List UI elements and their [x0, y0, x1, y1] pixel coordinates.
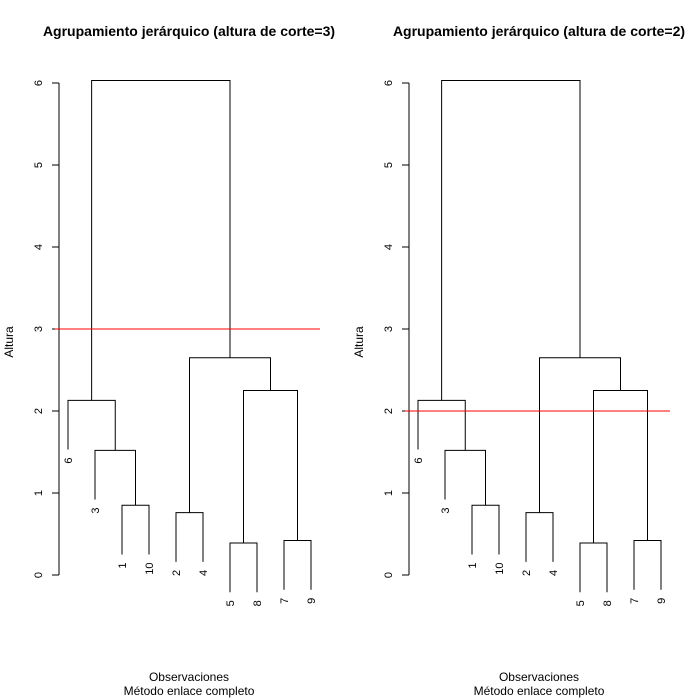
leaf-label: 9: [656, 598, 668, 604]
y-tick-label: 6: [383, 80, 395, 86]
leaf-label: 6: [63, 458, 75, 464]
leaf-label: 5: [225, 600, 237, 606]
leaf-label: 10: [494, 563, 506, 575]
leaf-label: 4: [198, 570, 210, 576]
merge-link: [121, 504, 150, 555]
merge-link: [633, 540, 662, 590]
merge-link: [67, 399, 116, 451]
merge-link: [471, 504, 500, 555]
y-tick-label: 5: [383, 162, 395, 168]
merge-link: [243, 390, 298, 544]
x-axis-label: Observaciones: [149, 670, 229, 684]
chart-subtitle: Método enlace completo: [124, 684, 255, 698]
y-axis: 0 1 2 3 4 5 6: [383, 80, 410, 578]
leaf-label: 1: [117, 563, 129, 569]
merge-link: [229, 542, 258, 593]
leaf-label: 8: [252, 600, 264, 606]
y-tick-label: 0: [33, 572, 45, 578]
leaf-label: 7: [629, 598, 641, 604]
leaf-labels: 6 3 1 10 2 4 5 8 7 9: [63, 458, 318, 607]
leaf-label: 5: [575, 600, 587, 606]
merge-link: [175, 512, 204, 562]
leaf-label: 10: [144, 563, 156, 575]
y-tick-label: 2: [33, 408, 45, 414]
leaf-label: 7: [279, 598, 291, 604]
y-tick-label: 1: [33, 490, 45, 496]
leaf-label: 8: [602, 600, 614, 606]
y-tick-label: 0: [383, 572, 395, 578]
leaf-label: 9: [306, 598, 318, 604]
merge-link: [444, 449, 486, 506]
y-tick-label: 4: [383, 244, 395, 250]
y-tick-label: 2: [383, 408, 395, 414]
chart-title: Agrupamiento jerárquico (altura de corte…: [393, 23, 685, 39]
merge-link: [91, 80, 231, 401]
panel-left: Agrupamiento jerárquico (altura de corte…: [2, 23, 335, 698]
dendrogram-tree: [417, 80, 662, 593]
leaf-label: 2: [171, 570, 183, 576]
chart-title: Agrupamiento jerárquico (altura de corte…: [43, 23, 335, 39]
leaf-label: 1: [467, 563, 479, 569]
leaf-label: 2: [521, 570, 533, 576]
y-axis-label: Altura: [352, 326, 366, 358]
dendrogram-tree: [67, 80, 312, 593]
leaf-label: 6: [413, 458, 425, 464]
merge-link: [525, 512, 554, 562]
leaf-label: 3: [90, 508, 102, 514]
y-tick-label: 6: [33, 80, 45, 86]
leaf-label: 3: [440, 508, 452, 514]
leaf-label: 4: [548, 570, 560, 576]
y-axis-label: Altura: [2, 326, 16, 358]
merge-link: [593, 390, 648, 544]
chart-subtitle: Método enlace completo: [474, 684, 605, 698]
merge-link: [579, 542, 608, 593]
x-axis-label: Observaciones: [499, 670, 579, 684]
y-tick-label: 3: [383, 326, 395, 332]
merge-link: [539, 357, 621, 513]
merge-link: [417, 399, 466, 451]
merge-link: [94, 449, 136, 506]
merge-link: [441, 80, 581, 401]
y-tick-label: 5: [33, 162, 45, 168]
y-tick-label: 3: [33, 326, 45, 332]
y-tick-label: 1: [383, 490, 395, 496]
y-tick-label: 4: [33, 244, 45, 250]
merge-link: [283, 540, 312, 590]
leaf-labels: 6 3 1 10 2 4 5 8 7 9: [413, 458, 668, 607]
merge-link: [189, 357, 271, 513]
panel-right: Agrupamiento jerárquico (altura de corte…: [352, 23, 685, 698]
